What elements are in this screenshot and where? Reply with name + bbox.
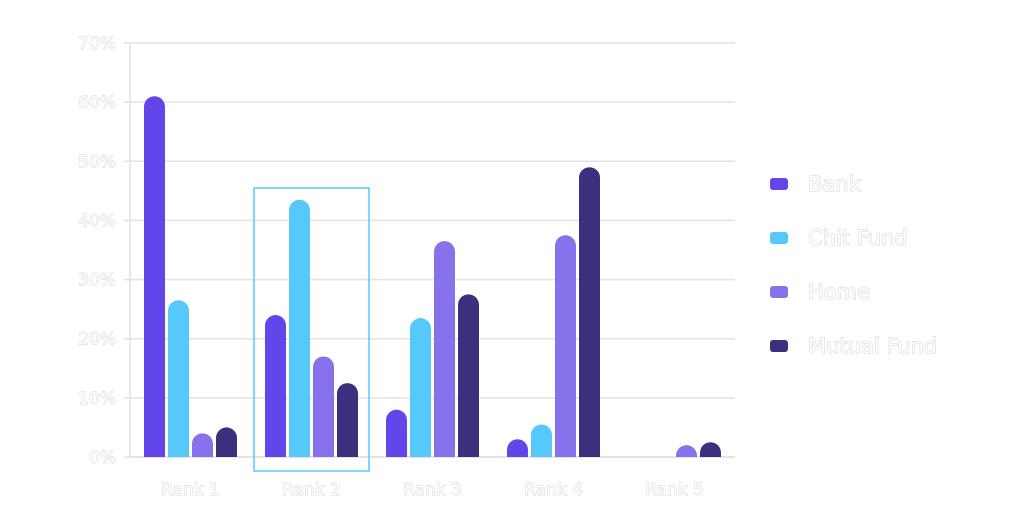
y-tick-label: 30% xyxy=(78,271,116,291)
y-tick-label: 50% xyxy=(78,152,116,172)
y-axis: 0% 10% 20% 30% 40% 50% 60% 70% xyxy=(78,34,735,469)
y-tick-label: 20% xyxy=(78,330,116,350)
x-axis-labels: Rank 1 Rank 2 Rank 3 Rank 4 Rank 5 xyxy=(161,480,705,501)
bar xyxy=(265,315,286,457)
x-tick-label: Rank 3 xyxy=(403,480,462,500)
legend-label: Home xyxy=(808,280,870,304)
gridlines xyxy=(130,42,735,458)
legend-label: Chit Fund xyxy=(808,226,908,250)
x-tick-label: Rank 2 xyxy=(282,480,341,500)
legend: Bank Chit Fund Home Mutual Fund xyxy=(770,172,938,359)
y-tick-label: 10% xyxy=(78,389,116,409)
legend-label: Bank xyxy=(808,172,862,196)
y-tick-label: 40% xyxy=(78,211,116,231)
y-tick-label: 70% xyxy=(78,34,116,54)
bar xyxy=(313,356,334,457)
bar xyxy=(434,241,455,457)
bar xyxy=(410,318,431,457)
bar xyxy=(337,383,358,457)
legend-swatch xyxy=(770,232,788,244)
x-tick-label: Rank 4 xyxy=(524,480,583,500)
bar xyxy=(579,167,600,457)
x-tick-label: Rank 1 xyxy=(161,480,220,500)
bar xyxy=(216,427,237,457)
bar xyxy=(386,409,407,457)
bar xyxy=(458,294,479,457)
y-tick-label: 60% xyxy=(78,93,116,113)
bar xyxy=(192,433,213,457)
legend-swatch xyxy=(770,340,788,352)
bar xyxy=(144,96,165,457)
x-tick-label: Rank 5 xyxy=(645,480,704,500)
bar xyxy=(507,439,528,457)
bar xyxy=(676,445,697,457)
bar xyxy=(700,442,721,457)
bar xyxy=(555,235,576,457)
highlight-box xyxy=(253,187,370,472)
bar xyxy=(168,300,189,457)
legend-label: Mutual Fund xyxy=(808,334,937,358)
bars xyxy=(144,96,721,472)
y-tick-label: 0% xyxy=(89,448,116,468)
legend-swatch xyxy=(770,286,788,298)
bar xyxy=(531,424,552,457)
bar xyxy=(289,199,310,458)
legend-swatch xyxy=(770,178,788,190)
